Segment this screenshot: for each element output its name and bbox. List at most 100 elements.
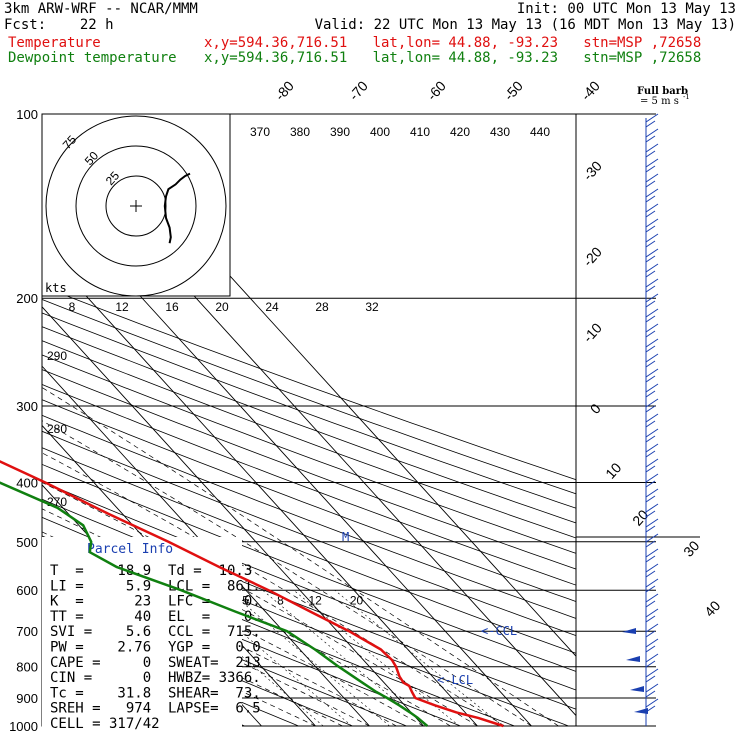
temperature-station-info: x,y=594.36,716.51 lat,lon= 44.88, -93.23… (204, 35, 702, 51)
wind-barb (645, 443, 659, 453)
wind-barb (645, 270, 656, 278)
wind-barb (645, 345, 656, 353)
valid-time: Valid: 22 UTC Mon 13 May 13 (16 MDT Mon … (314, 17, 736, 33)
wind-barb (645, 308, 659, 318)
wind-barb (645, 533, 659, 543)
theta-label: 420 (450, 125, 470, 139)
wind-barb (645, 360, 656, 368)
isotherm-label: 10 (602, 459, 624, 481)
wind-barb (645, 128, 659, 138)
wind-barb (645, 698, 659, 708)
parcel-info-row: T = 18.9 Td = 10.3 (50, 563, 252, 579)
moist-adiabat (42, 387, 559, 726)
wind-barb (645, 368, 659, 378)
wind-barb (645, 510, 656, 518)
dry-adiabat (42, 299, 576, 495)
wind-barb (645, 203, 659, 213)
hodograph-ring (105, 175, 167, 237)
theta-label: 400 (370, 125, 390, 139)
isotherm-label: -30 (580, 158, 606, 184)
moist-adiabat (42, 551, 397, 726)
wind-barb (645, 428, 659, 438)
dry-adiabat (42, 414, 576, 619)
barb-legend-unit: = 5 m s (640, 96, 679, 107)
wind-barb (645, 338, 659, 348)
wind-barb (645, 593, 659, 603)
wind-barb (645, 323, 659, 333)
mixing-ratio-label: 12 (309, 593, 323, 607)
wind-barb (645, 608, 659, 618)
dewpoint-profile (0, 481, 429, 727)
parcel-info-title: Parcel Info (87, 542, 173, 557)
wind-barb (645, 413, 659, 423)
speed-tick-label: 16 (165, 300, 179, 314)
level-m-marker: M (342, 530, 349, 544)
wind-barb (645, 480, 656, 488)
isotherm-label: -20 (580, 244, 606, 270)
wind-barb (645, 683, 659, 693)
mixing-ratio-label: 20 (350, 593, 364, 607)
isotherm-label: -70 (346, 78, 372, 104)
wind-barb (645, 518, 659, 528)
wind-barb (645, 653, 659, 663)
pressure-tick-label: 200 (16, 291, 38, 306)
pressure-tick-label: 100 (16, 107, 38, 122)
theta-label: 440 (530, 125, 550, 139)
wind-barb (645, 390, 656, 398)
wind-barb (645, 263, 659, 273)
wind-barb (645, 615, 656, 623)
wind-barb (645, 210, 656, 218)
model-title: 3km ARW-WRF -- NCAR/MMM (4, 1, 198, 17)
isotherm-line (42, 246, 478, 726)
wind-barb (645, 645, 656, 653)
dry-adiabat (42, 481, 576, 691)
wind-barb (645, 495, 656, 503)
wind-barb (645, 120, 656, 128)
isotherm-label: -10 (580, 320, 606, 346)
wind-barb (645, 330, 656, 338)
lcl-marker: <-LCL (437, 673, 473, 687)
wind-barb (645, 405, 656, 413)
dry-adiabat (42, 354, 576, 554)
wind-barb (645, 563, 659, 573)
wind-barb (645, 315, 656, 323)
wind-barb (645, 675, 656, 683)
barb-legend-title: Full barb (637, 86, 688, 97)
wind-barb (645, 150, 656, 158)
wind-barb (645, 353, 659, 363)
speed-tick-label: 12 (115, 300, 129, 314)
wind-barb (645, 285, 656, 293)
mixing-ratio-label: 8 (277, 593, 284, 607)
wind-barb (645, 465, 656, 473)
pressure-tick-label: 1000 (9, 719, 38, 734)
parcel-info-box (42, 537, 242, 727)
mixing-ratio-label: 5 (242, 593, 249, 607)
speed-tick-label: 8 (69, 300, 76, 314)
speed-tick-label: 20 (215, 300, 229, 314)
wind-barb (645, 375, 656, 383)
moist-adiabat (42, 569, 370, 726)
speed-tick-label: 28 (315, 300, 329, 314)
parcel-info-row: SREH = 974 LAPSE= 6.5 (50, 701, 261, 717)
wind-barb (645, 278, 659, 288)
wind-barb (645, 165, 656, 173)
speed-tick-label: 32 (365, 300, 379, 314)
mixing-ratio-line (334, 589, 504, 726)
wind-barb (645, 255, 656, 263)
barb-legend-exponent: -1 (683, 93, 690, 101)
speed-tick-label: 24 (265, 300, 279, 314)
dry-adiabat (42, 594, 354, 726)
wind-barb (645, 690, 656, 698)
wind-barb (645, 458, 659, 468)
parcel-info-row: LI = 5.9 LCL = 861. (50, 578, 261, 594)
hodograph-unit-label: kts (45, 281, 67, 295)
theta-label: 410 (410, 125, 430, 139)
pressure-tick-label: 900 (16, 691, 38, 706)
wind-barb (645, 248, 659, 258)
isotherm-label: 0 (587, 400, 604, 417)
wind-barb (645, 173, 659, 183)
wind-barb (645, 300, 656, 308)
temperature-legend-label: Temperature (8, 35, 101, 51)
temperature-profile (0, 460, 504, 728)
